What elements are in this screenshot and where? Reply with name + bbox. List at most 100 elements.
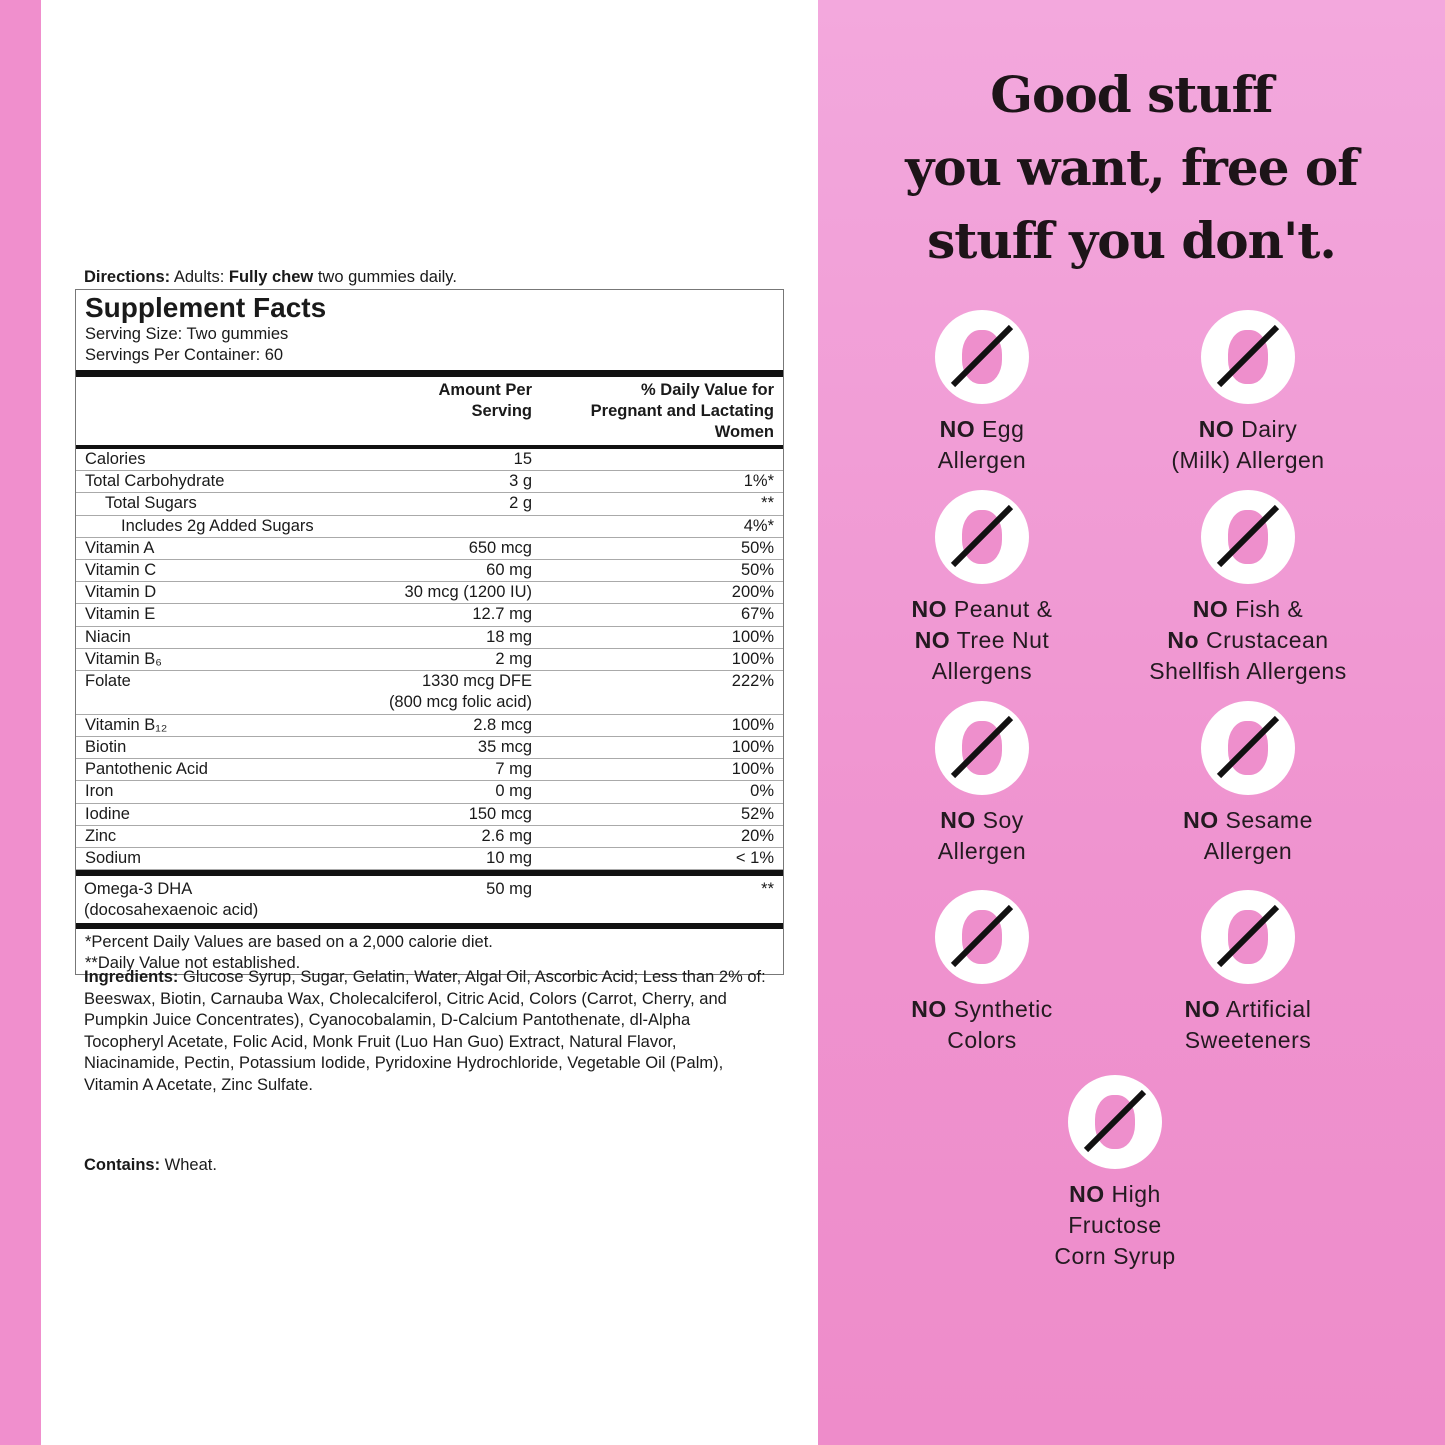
- badge-label-line: NO Fish &: [1098, 594, 1398, 625]
- nutrient-dv: 67%: [740, 605, 774, 624]
- nutrient-amount: 10 mg: [486, 849, 532, 867]
- badge-label-text: Allergen: [937, 838, 1027, 864]
- table-row: Pantothenic Acid 7 mg 100%: [76, 759, 783, 782]
- nutrient-name: Vitamin B₁₂: [85, 715, 168, 734]
- badge-label-line: NO Tree Nut: [832, 625, 1132, 656]
- nutrient-name: Biotin: [85, 738, 127, 757]
- badge-label-line: NO High: [965, 1179, 1265, 1210]
- badge-label-text: Artificial: [1220, 996, 1312, 1022]
- badge-label-text: High: [1104, 1181, 1161, 1207]
- directions-label: Directions:: [84, 268, 171, 286]
- directions-pre: Adults:: [170, 268, 229, 286]
- table-row: Vitamin C 60 mg 50%: [76, 560, 783, 583]
- badge-label-line: No Crustacean: [1098, 625, 1398, 656]
- badge-label-line: (Milk) Allergen: [1098, 445, 1398, 476]
- nutrient-dv: 4%*: [743, 516, 774, 535]
- nutrient-dv: [532, 449, 783, 470]
- contains-label: Contains:: [84, 1156, 161, 1174]
- badge-label-text: Fish &: [1228, 596, 1304, 622]
- headline: Good stuff you want, free of stuff you d…: [818, 58, 1445, 277]
- badge-label-bold: NO: [1069, 1181, 1105, 1207]
- nutrient-rows: Calories 15 Total Carbohydrate 3 g 1%* Total …: [76, 449, 783, 871]
- badge-label-text: Dairy: [1234, 416, 1298, 442]
- contains: Contains: Wheat.: [84, 1156, 217, 1175]
- footnote-2: **Daily Value not established.: [85, 954, 301, 973]
- contains-text: Wheat.: [160, 1156, 217, 1174]
- nutrient-name: Niacin: [85, 627, 131, 646]
- nutrient-name: Calories: [85, 450, 146, 468]
- badge-label-text: Allergen: [937, 447, 1027, 473]
- nutrient-dv: < 1%: [735, 849, 774, 867]
- nutrient-amount: 0 mg: [495, 782, 532, 801]
- directions: Directions: Adults: Fully chew two gummi…: [84, 268, 457, 287]
- table-row: Biotin 35 mcg 100%: [76, 737, 783, 760]
- nutrient-amount: 50 mg: [486, 880, 532, 899]
- nutrient-name: Sodium: [85, 849, 141, 867]
- omega-row: Omega-3 DHA (docosahexaenoic acid) 50 mg…: [76, 870, 783, 930]
- nutrient-amount: 12.7 mg: [472, 605, 532, 624]
- directions-bold: Fully chew: [228, 268, 314, 286]
- badge-label-text: Fructose: [1068, 1212, 1162, 1238]
- nutrient-dv: 1%*: [743, 472, 774, 491]
- supplement-facts-panel: Supplement Facts Serving Size: Two gummi…: [75, 289, 784, 976]
- badge-label-text: Tree Nut: [950, 627, 1050, 653]
- badge-label-line: NO Synthetic: [832, 994, 1132, 1025]
- allergen-badge: NO Sesame Allergen: [1098, 701, 1398, 867]
- no-fish-icon: [1201, 490, 1295, 584]
- nutrient-name: Total Carbohydrate: [85, 472, 225, 491]
- table-row: Total Sugars 2 g **: [76, 493, 783, 516]
- nutrient-dv: 100%: [731, 627, 774, 646]
- nutrient-name: Iodine: [85, 804, 130, 823]
- ingredients-label: Ingredients:: [84, 968, 179, 986]
- nutrient-name: Omega-3 DHA (docosahexaenoic acid): [84, 880, 259, 920]
- badge-label-line: NO Sesame: [1098, 805, 1398, 836]
- badge-label-line: NO Egg: [832, 414, 1132, 445]
- ingredients-text: Glucose Syrup, Sugar, Gelatin, Water, Al…: [84, 968, 766, 1094]
- nutrient-dv: 52%: [740, 804, 774, 823]
- badge-label-bold: NO: [1184, 996, 1221, 1022]
- badge-label-text: Allergens: [931, 658, 1033, 684]
- badge-label-line: Allergen: [832, 445, 1132, 476]
- allergen-badge: NO Synthetic Colors: [832, 890, 1132, 1056]
- nutrient-dv: **: [761, 880, 774, 899]
- no-corn-syrup-icon: [1068, 1075, 1162, 1169]
- allergen-badge: NO Egg Allergen: [832, 310, 1132, 476]
- table-row: Zinc 2.6 mg 20%: [76, 826, 783, 848]
- badge-label-line: NO Soy: [832, 805, 1132, 836]
- nutrient-dv: 100%: [731, 760, 774, 779]
- nutrient-name: Zinc: [85, 826, 117, 845]
- no-sesame-icon: [1201, 701, 1295, 795]
- nutrient-name: Iron: [85, 782, 114, 801]
- nutrient-dv: 200%: [731, 583, 774, 602]
- badge-label-bold: NO: [1192, 596, 1229, 622]
- badge-label-line: NO Peanut &: [832, 594, 1132, 625]
- table-row: Vitamin B₁₂ 2.8 mcg 100%: [76, 715, 783, 738]
- table-row: Sodium 10 mg < 1%: [76, 848, 783, 871]
- nutrient-name: Vitamin A: [85, 538, 155, 557]
- table-row: Iron 0 mg 0%: [76, 781, 783, 804]
- badge-label-bold: NO: [940, 807, 976, 833]
- directions-post: two gummies daily.: [313, 268, 457, 286]
- nutrient-name: Vitamin B₆: [85, 649, 162, 668]
- allergen-badge: NO High Fructose Corn Syrup: [965, 1075, 1265, 1272]
- badge-label-line: NO Artificial: [1098, 994, 1398, 1025]
- nutrient-name: Includes 2g Added Sugars: [121, 516, 314, 535]
- nutrient-dv: 20%: [740, 826, 774, 845]
- table-row: Vitamin B₆ 2 mg 100%: [76, 649, 783, 671]
- nutrient-name: Folate: [85, 671, 131, 690]
- no-egg-icon: [935, 310, 1029, 404]
- table-row: Total Carbohydrate 3 g 1%*: [76, 471, 783, 494]
- servings-per-container: Servings Per Container: 60: [85, 346, 284, 364]
- no-soy-icon: [935, 701, 1029, 795]
- table-row: Vitamin E 12.7 mg 67%: [76, 604, 783, 627]
- nutrient-dv: 222%: [731, 671, 774, 690]
- badge-label-line: Corn Syrup: [965, 1241, 1265, 1272]
- badge-label-bold: NO: [911, 596, 947, 622]
- nutrient-name: Pantothenic Acid: [85, 760, 208, 779]
- table-row: Vitamin D 30 mcg (1200 IU) 200%: [76, 582, 783, 605]
- badge-label-line: Shellfish Allergens: [1098, 656, 1398, 687]
- badge-label-bold: NO: [939, 416, 976, 442]
- no-dairy-icon: [1201, 310, 1295, 404]
- no-artificial-sweeteners-icon: [1201, 890, 1295, 984]
- serving-size: Serving Size: Two gummies: [85, 325, 289, 343]
